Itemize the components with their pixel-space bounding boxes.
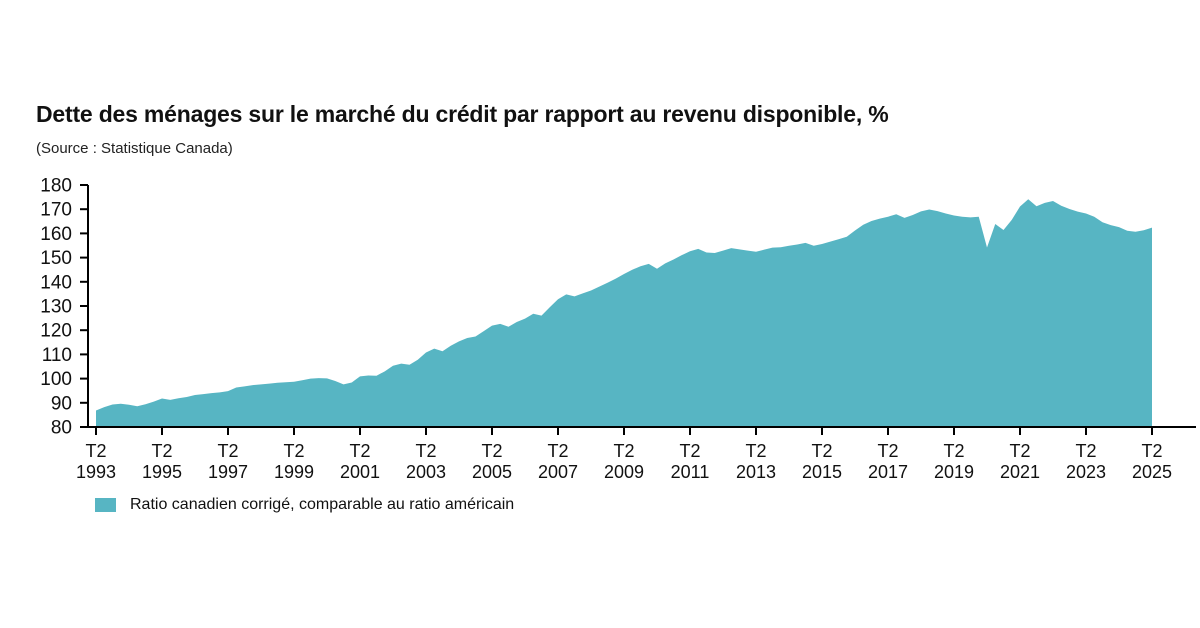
x-tick-label-quarter: T2 bbox=[811, 441, 832, 461]
x-tick-label-year: 2025 bbox=[1132, 462, 1172, 482]
x-tick-label-year: 2023 bbox=[1066, 462, 1106, 482]
x-tick-label-year: 2001 bbox=[340, 462, 380, 482]
legend-label: Ratio canadien corrigé, comparable au ra… bbox=[130, 496, 515, 513]
x-tick-label-quarter: T2 bbox=[1075, 441, 1096, 461]
x-tick-label-year: 2021 bbox=[1000, 462, 1040, 482]
x-tick-label-year: 2003 bbox=[406, 462, 446, 482]
y-tick-label: 100 bbox=[40, 369, 72, 390]
x-tick-label-quarter: T2 bbox=[283, 441, 304, 461]
x-tick-label-year: 2011 bbox=[671, 462, 710, 482]
x-tick-label-year: 1999 bbox=[274, 462, 314, 482]
legend-swatch-icon bbox=[95, 498, 116, 512]
x-tick-label-year: 2017 bbox=[868, 462, 908, 482]
y-tick-label: 80 bbox=[51, 418, 72, 439]
legend: Ratio canadien corrigé, comparable au ra… bbox=[95, 496, 514, 514]
page-title: Dette des ménages sur le marché du crédi… bbox=[36, 101, 889, 127]
x-tick-label-year: 1997 bbox=[208, 462, 248, 482]
x-tick-label-year: 2015 bbox=[802, 462, 842, 482]
x-tick-label-quarter: T2 bbox=[85, 441, 106, 461]
x-tick-label-quarter: T2 bbox=[877, 441, 898, 461]
x-tick-label-quarter: T2 bbox=[943, 441, 964, 461]
x-tick-label-quarter: T2 bbox=[415, 441, 436, 461]
y-tick-label: 140 bbox=[40, 272, 72, 293]
x-tick-label-year: 2013 bbox=[736, 462, 776, 482]
x-tick-label-year: 1993 bbox=[76, 462, 116, 482]
x-tick-label-quarter: T2 bbox=[1141, 441, 1162, 461]
x-tick-label-year: 2019 bbox=[934, 462, 974, 482]
source-note: (Source : Statistique Canada) bbox=[36, 140, 233, 157]
x-tick-label-year: 2007 bbox=[538, 462, 578, 482]
x-tick-label-quarter: T2 bbox=[613, 441, 634, 461]
area-series bbox=[96, 199, 1152, 427]
x-tick-label-quarter: T2 bbox=[349, 441, 370, 461]
x-tick-label-quarter: T2 bbox=[481, 441, 502, 461]
y-tick-label: 150 bbox=[40, 248, 72, 269]
x-tick-label-year: 2005 bbox=[472, 462, 512, 482]
x-tick-label-quarter: T2 bbox=[745, 441, 766, 461]
y-tick-label: 90 bbox=[51, 393, 72, 414]
y-tick-label: 180 bbox=[40, 176, 72, 197]
x-tick-label-quarter: T2 bbox=[547, 441, 568, 461]
y-tick-label: 170 bbox=[40, 200, 72, 221]
y-tick-label: 120 bbox=[40, 321, 72, 342]
x-tick-label-year: 1995 bbox=[142, 462, 182, 482]
x-tick-label-quarter: T2 bbox=[151, 441, 172, 461]
y-tick-label: 130 bbox=[40, 297, 72, 318]
y-tick-label: 160 bbox=[40, 224, 72, 245]
x-tick-label-quarter: T2 bbox=[679, 441, 700, 461]
x-tick-label-quarter: T2 bbox=[1009, 441, 1030, 461]
x-tick-label-quarter: T2 bbox=[217, 441, 238, 461]
y-tick-label: 110 bbox=[42, 345, 72, 366]
x-tick-label-year: 2009 bbox=[604, 462, 644, 482]
